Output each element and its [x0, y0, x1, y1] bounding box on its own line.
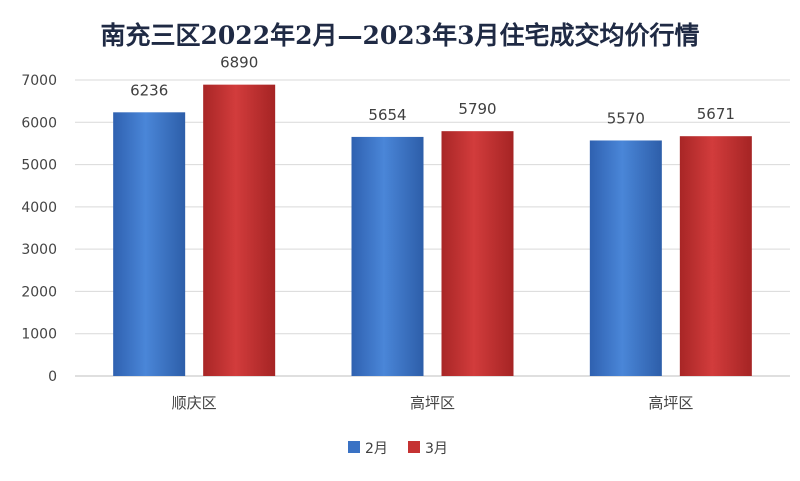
- y-tick-label: 1000: [21, 327, 57, 343]
- data-label: 5570: [607, 109, 645, 127]
- legend-swatch: [348, 441, 360, 453]
- legend-swatch: [408, 441, 420, 453]
- bars-layer: [113, 84, 752, 377]
- bar-mar: [441, 131, 514, 376]
- x-category-label: 高坪区: [410, 394, 455, 412]
- y-tick-label: 2000: [21, 284, 57, 300]
- bar-mar: [679, 136, 752, 376]
- data-label: 5790: [458, 100, 496, 118]
- x-category-label: 顺庆区: [172, 394, 217, 412]
- grid-layer: [75, 79, 790, 377]
- y-tick-label: 6000: [21, 115, 57, 131]
- data-labels-layer: 6236 6890 5654 5790 5570 5671: [130, 54, 735, 128]
- chart-title: 南充三区2022年2月—2023年3月住宅成交均价行情: [101, 21, 700, 50]
- data-label: 5654: [368, 106, 406, 124]
- data-label: 5671: [697, 105, 735, 123]
- bar-feb: [113, 112, 186, 377]
- y-tick-label: 7000: [21, 73, 57, 89]
- legend-label: 2月: [365, 441, 388, 457]
- data-label: 6236: [130, 81, 168, 99]
- y-axis: 0 1000 2000 3000 4000 5000 6000 7000: [21, 73, 57, 385]
- y-tick-label: 3000: [21, 242, 57, 258]
- bar-mar: [203, 84, 276, 376]
- x-category-label: 高坪区: [648, 394, 693, 412]
- bar-feb: [589, 140, 662, 376]
- x-axis: 顺庆区 高坪区 高坪区: [172, 394, 694, 412]
- y-tick-label: 0: [48, 369, 57, 385]
- legend-label: 3月: [425, 441, 448, 457]
- legend: 2月 3月: [348, 441, 448, 457]
- data-label: 6890: [220, 54, 258, 72]
- y-tick-label: 5000: [21, 158, 57, 174]
- bar-feb: [351, 136, 424, 376]
- y-tick-label: 4000: [21, 200, 57, 216]
